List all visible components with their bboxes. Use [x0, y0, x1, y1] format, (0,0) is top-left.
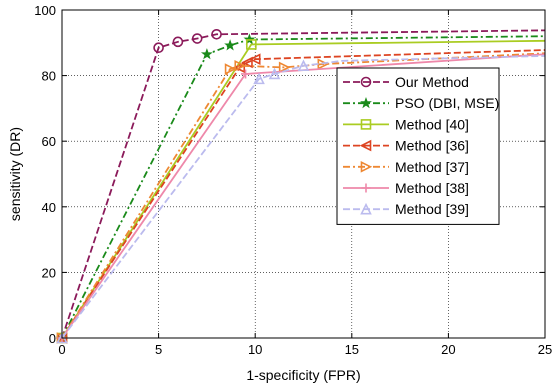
x-tick-label: 15: [345, 342, 359, 357]
legend-label: PSO (DBI, MSE): [395, 95, 499, 111]
data-point: [248, 53, 261, 65]
legend-marker: [360, 119, 372, 130]
data-point: [234, 59, 247, 72]
legend: Our Method PSO (DBI, MSE) Method [40] Metho…: [336, 67, 500, 225]
legend-entry: PSO (DBI, MSE): [343, 95, 499, 111]
y-tick-label: 0: [49, 331, 56, 346]
legend-label: Method [37]: [395, 159, 469, 175]
data-point: [241, 69, 251, 79]
y-tick-label: 100: [34, 3, 56, 18]
x-tick-label: 0: [58, 342, 65, 357]
data-point: [297, 59, 310, 72]
series-line: [61, 39, 546, 339]
data-point: [201, 48, 213, 60]
data-point: [253, 72, 265, 85]
y-tick-label: 80: [42, 69, 56, 84]
legend-marker: [360, 76, 372, 88]
series-line: [61, 35, 546, 339]
data-point: [153, 42, 164, 54]
y-tick-label: 20: [42, 265, 56, 280]
data-point: [172, 36, 184, 48]
y-tick-label: 40: [42, 200, 56, 215]
legend-entry: Our Method: [343, 74, 469, 90]
legend-marker: [360, 202, 372, 215]
legend-entry: Method [36]: [343, 138, 469, 154]
x-axis-label: 1-specificity (FPR): [246, 367, 360, 383]
legend-label: Method [40]: [395, 116, 469, 132]
series-line: [61, 52, 546, 339]
series-line: [61, 55, 546, 339]
data-point: [241, 56, 253, 69]
data-point: [278, 61, 291, 74]
data-point: [233, 61, 246, 74]
legend-marker: [360, 97, 372, 109]
legend-entry: Method [40]: [343, 116, 469, 132]
x-tick-label: 5: [155, 342, 162, 357]
x-tick-label: 25: [538, 342, 552, 357]
legend-entry: Method [39]: [343, 201, 469, 217]
data-point: [243, 33, 256, 45]
y-tick-label: 60: [42, 134, 56, 149]
series-line: [61, 49, 546, 339]
x-tick-label: 20: [441, 342, 455, 357]
legend-marker: [359, 139, 372, 152]
legend-entry: Method [37]: [343, 159, 469, 175]
plot-frame: [61, 9, 546, 339]
legend-marker: [361, 183, 371, 193]
legend-marker: [360, 161, 373, 173]
data-point: [224, 39, 236, 51]
legend-label: Method [38]: [395, 180, 469, 196]
y-axis-label: sensitivity (DR): [7, 127, 23, 221]
data-point: [224, 63, 237, 75]
data-point: [246, 39, 257, 50]
x-tick-label: 10: [248, 342, 262, 357]
axis-ticks: 0 5 10 15 20 25 0 20 40 60 80 100: [34, 3, 552, 357]
series-lines: [55, 28, 546, 344]
data-point: [211, 28, 222, 40]
legend-label: Method [39]: [395, 201, 469, 217]
legend-label: Method [36]: [395, 138, 469, 154]
data-point: [268, 67, 281, 80]
legend-entry: Method [38]: [343, 180, 469, 196]
series-line: [61, 29, 546, 339]
legend-label: Our Method: [395, 74, 469, 90]
data-point: [191, 33, 203, 44]
